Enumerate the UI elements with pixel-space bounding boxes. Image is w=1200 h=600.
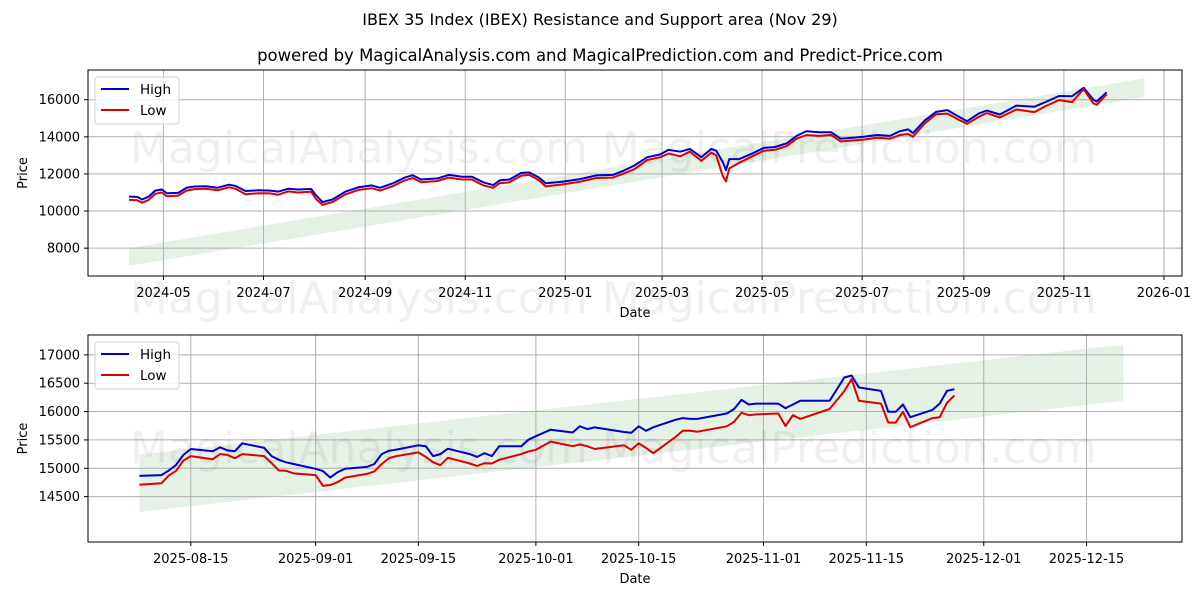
chart-subtitle: powered by MagicalAnalysis.com and Magic…: [257, 46, 943, 65]
watermark-top: MagicalAnalysis.com MagicalPrediction.co…: [130, 123, 1097, 174]
x-tick-label: 2024-11: [438, 286, 492, 301]
y-tick-label: 14500: [39, 490, 80, 505]
price-series: [139, 374, 956, 487]
x-tick-label: 2024-07: [236, 286, 290, 301]
watermark-bottom: MagicalAnalysis.com MagicalPrediction.co…: [130, 423, 1097, 474]
series-line-high: [128, 86, 1108, 204]
y-tick-label: 15000: [39, 462, 80, 477]
y-tick-label: 16000: [39, 405, 80, 420]
x-tick-label: 2025-10-15: [601, 552, 677, 567]
chart-panel-recent: MagicalAnalysis.com MagicalPrediction.co…: [16, 334, 1183, 587]
x-tick-label: 2024-05: [136, 286, 190, 301]
x-tick-label: 2025-09-15: [381, 552, 457, 567]
x-tick-label: 2025-12-15: [1049, 552, 1125, 567]
x-tick-label: 2025-05: [735, 286, 789, 301]
grid-lines: [88, 335, 1182, 542]
legend-low-label: Low: [140, 368, 167, 384]
x-tick-label: 2024-09: [338, 286, 392, 301]
x-tick-label: 2025-11-15: [829, 552, 905, 567]
watermark-mid: MagicalAnalysis.com MagicalPrediction.co…: [130, 273, 1097, 324]
series-line-high: [139, 374, 955, 479]
axis-ticks: 14500 15000 15500 16000 16500 17000 2025-08-15…: [39, 348, 1125, 567]
y-tick-label: 14000: [39, 130, 80, 145]
x-axis-label: Date: [619, 306, 650, 321]
x-tick-label: 2025-09: [937, 286, 991, 301]
axes-frame: [87, 334, 1183, 543]
series-line-low: [139, 378, 956, 487]
x-tick-label: 2025-07: [835, 286, 889, 301]
axes-frame: [87, 69, 1183, 277]
axis-ticks: 8000 10000 12000 14000 16000 2024-05 2024-07 20…: [39, 93, 1191, 301]
x-tick-label: 2025-12-01: [946, 552, 1022, 567]
x-axis-label: Date: [619, 572, 650, 587]
legend-low-label: Low: [140, 103, 167, 119]
chart-panel-full-history: MagicalAnalysis.com MagicalPrediction.co…: [16, 69, 1191, 324]
support-resistance-band: [139, 344, 1124, 512]
x-tick-label: 2025-11-01: [726, 552, 802, 567]
y-tick-label: 16500: [39, 377, 80, 392]
x-tick-label: 2025-01: [538, 286, 592, 301]
support-resistance-band: [129, 78, 1145, 266]
series-line-low: [128, 88, 1108, 206]
y-tick-label: 15500: [39, 433, 80, 448]
grid-lines: [88, 70, 1182, 276]
legend: High Low: [94, 341, 180, 390]
chart-title: IBEX 35 Index (IBEX) Resistance and Supp…: [362, 10, 838, 29]
price-series: [128, 86, 1108, 206]
legend-high-label: High: [140, 347, 171, 363]
band-area: [129, 78, 1145, 266]
legend-high-label: High: [140, 82, 171, 98]
y-tick-label: 16000: [39, 93, 80, 108]
x-tick-label: 2025-08-15: [153, 552, 229, 567]
y-tick-label: 12000: [39, 167, 80, 182]
y-tick-label: 10000: [39, 205, 80, 220]
x-tick-label: 2025-03: [635, 286, 689, 301]
y-axis-label: Price: [16, 423, 31, 455]
x-tick-label: 2026-01: [1137, 286, 1191, 301]
x-tick-label: 2025-09-01: [278, 552, 354, 567]
y-tick-label: 8000: [47, 242, 80, 257]
x-tick-label: 2025-11: [1037, 286, 1091, 301]
y-axis-label: Price: [16, 157, 31, 189]
plot-frame: [87, 334, 1183, 543]
y-tick-label: 17000: [39, 348, 80, 363]
legend: High Low: [94, 76, 180, 125]
x-tick-label: 2025-10-01: [498, 552, 574, 567]
band-area: [139, 344, 1124, 512]
plot-frame: [87, 69, 1183, 277]
